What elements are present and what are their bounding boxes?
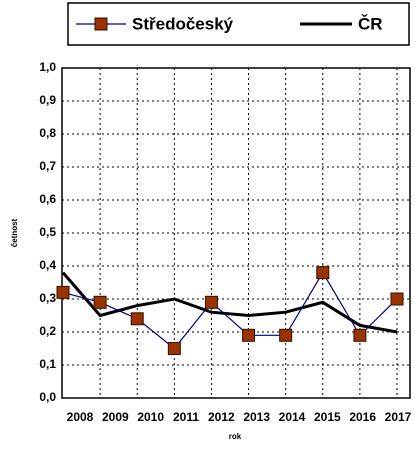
x-tick-label: 2010 <box>137 410 164 424</box>
y-tick-label: 0,6 <box>39 192 56 206</box>
y-tick-label: 0,2 <box>39 324 56 338</box>
marker <box>316 266 330 280</box>
y-axis-label: četnost <box>10 218 19 247</box>
marker <box>242 328 256 342</box>
marker <box>390 292 404 306</box>
y-tick-label: 0,0 <box>39 390 56 404</box>
x-tick-label: 2015 <box>314 410 341 424</box>
x-tick-label: 2017 <box>385 410 412 424</box>
x-tick-label: 2012 <box>208 410 235 424</box>
legend-label: ČR <box>358 14 383 33</box>
x-axis-label: rok <box>229 432 242 441</box>
y-tick-label: 0,8 <box>39 126 56 140</box>
x-tick-label: 2008 <box>67 410 94 424</box>
series-line <box>62 271 398 350</box>
y-tick-label: 0,1 <box>39 357 56 371</box>
y-tick-label: 0,7 <box>39 159 56 173</box>
legend-label: Středočeský <box>132 14 234 33</box>
marker <box>279 328 293 342</box>
x-tick-label: 2011 <box>173 410 199 424</box>
marker <box>130 312 144 326</box>
series-line <box>61 271 398 334</box>
y-tick-label: 0,9 <box>39 93 56 107</box>
x-tick-label: 2013 <box>243 410 270 424</box>
marker <box>353 328 367 342</box>
x-tick-label: 2009 <box>102 410 129 424</box>
x-tick-label: 2016 <box>349 410 376 424</box>
plot-frame <box>61 67 411 399</box>
y-tick-label: 0,5 <box>39 225 56 239</box>
marker <box>56 285 70 299</box>
legend-marker <box>94 17 108 31</box>
marker <box>204 295 218 309</box>
marker <box>93 295 107 309</box>
x-tick-label: 2014 <box>279 410 306 424</box>
y-tick-label: 0,4 <box>39 258 56 272</box>
marker <box>167 342 181 355</box>
y-tick-label: 0,3 <box>39 291 56 305</box>
y-tick-label: 1,0 <box>39 60 56 74</box>
